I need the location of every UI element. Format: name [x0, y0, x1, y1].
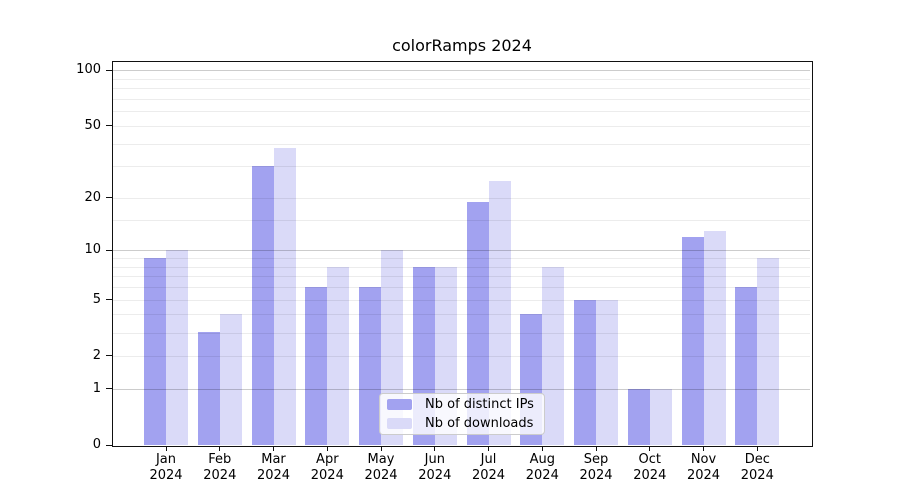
y-tick-label-5: 5	[92, 291, 101, 307]
grid-line-5	[113, 299, 810, 301]
x-tick-aug	[541, 446, 543, 451]
x-tick-label-jan: Jan 2024	[149, 452, 183, 483]
bar-downloads-sep	[596, 299, 618, 445]
y-tick-10	[106, 249, 113, 251]
bar-downloads-dec	[757, 258, 780, 445]
x-tick-label-jun: Jun 2024	[418, 452, 452, 483]
grid-line-30	[113, 166, 810, 168]
x-tick-nov	[703, 446, 704, 451]
x-tick-jan	[165, 446, 167, 451]
x-tick-apr	[326, 446, 328, 451]
plot-area	[113, 62, 810, 445]
x-tick-label-aug: Aug 2024	[525, 452, 559, 483]
x-tick-sep	[595, 446, 597, 451]
x-tick-jun	[434, 446, 436, 451]
y-tick-5	[106, 299, 113, 301]
grid-line-70	[113, 99, 810, 100]
bar-downloads-aug	[542, 266, 565, 445]
grid-line-6	[113, 287, 810, 289]
x-tick-label-nov: Nov 2024	[686, 452, 721, 483]
grid-line-100	[113, 70, 810, 72]
y-tick-label-100: 100	[76, 62, 101, 78]
bar-ips-mar	[251, 166, 274, 445]
bar-ips-jul	[466, 201, 489, 445]
x-tick-mar	[273, 446, 274, 451]
legend-item-downloads: Nb of downloads	[387, 416, 537, 432]
grid-line-3	[113, 332, 810, 334]
grid-line-90	[113, 78, 810, 80]
x-tick-label-oct: Oct 2024	[633, 452, 667, 483]
grid-line-20	[113, 197, 810, 199]
y-tick-100	[106, 69, 113, 71]
y-tick-label-50: 50	[84, 117, 101, 133]
x-tick-label-mar: Mar 2024	[256, 452, 291, 483]
y-tick-label-0: 0	[92, 437, 101, 452]
bar-ips-feb	[197, 332, 220, 445]
y-tick-label-10: 10	[84, 242, 101, 258]
grid-line-15	[113, 219, 810, 221]
legend-label-downloads: Nb of downloads	[425, 415, 534, 431]
legend-swatch-distinct-ips	[387, 399, 412, 410]
grid-line-4	[113, 314, 810, 316]
x-tick-label-dec: Dec 2024	[740, 452, 774, 483]
x-tick-label-feb: Feb 2024	[203, 452, 237, 483]
grid-line-8	[113, 266, 810, 268]
bar-downloads-jan	[166, 250, 188, 445]
y-tick-50	[106, 125, 113, 127]
y-tick-label-1: 1	[92, 380, 101, 396]
bar-downloads-jul	[488, 180, 511, 445]
bar-ips-oct	[627, 388, 650, 445]
bar-downloads-nov	[703, 230, 726, 445]
x-tick-may	[380, 446, 382, 451]
grid-line-2	[113, 355, 810, 357]
bar-ips-jan	[144, 258, 166, 445]
bar-ips-nov	[681, 236, 704, 445]
legend-item-distinct-ips: Nb of distinct IPs	[387, 397, 537, 413]
bar-ips-dec	[735, 287, 758, 445]
bar-ips-sep	[574, 299, 596, 445]
chart-title: colorRamps 2024	[392, 36, 532, 55]
bar-ips-may	[359, 287, 381, 445]
legend-swatch-downloads	[387, 418, 412, 429]
grid-line-9	[113, 258, 810, 260]
bar-downloads-oct	[649, 388, 672, 445]
x-tick-feb	[219, 446, 221, 451]
grid-line-50	[113, 125, 810, 127]
grid-line-80	[113, 88, 810, 90]
y-tick-20	[106, 197, 113, 199]
x-tick-label-sep: Sep 2024	[579, 452, 613, 483]
x-tick-label-may: May 2024	[364, 452, 398, 483]
legend-label-distinct-ips: Nb of distinct IPs	[425, 396, 534, 412]
y-tick-label-20: 20	[84, 189, 101, 205]
bar-ips-apr	[305, 287, 328, 445]
grid-line-10	[113, 250, 810, 252]
legend: Nb of distinct IPs Nb of downloads	[379, 393, 545, 435]
bar-downloads-mar	[273, 147, 296, 445]
grid-line-1	[113, 388, 810, 390]
y-tick-0	[106, 444, 113, 446]
x-tick-jul	[488, 446, 489, 451]
bar-downloads-apr	[327, 266, 350, 445]
y-tick-label-2: 2	[92, 347, 101, 363]
grid-line-40	[113, 143, 810, 145]
x-tick-dec	[756, 446, 758, 451]
y-tick-1	[106, 388, 113, 390]
grid-line-60	[113, 111, 810, 113]
y-tick-2	[106, 355, 113, 357]
bar-downloads-feb	[219, 314, 242, 445]
x-tick-oct	[649, 446, 651, 451]
x-tick-label-jul: Jul 2024	[471, 452, 506, 483]
x-tick-label-apr: Apr 2024	[310, 452, 344, 483]
grid-line-7	[113, 276, 810, 278]
